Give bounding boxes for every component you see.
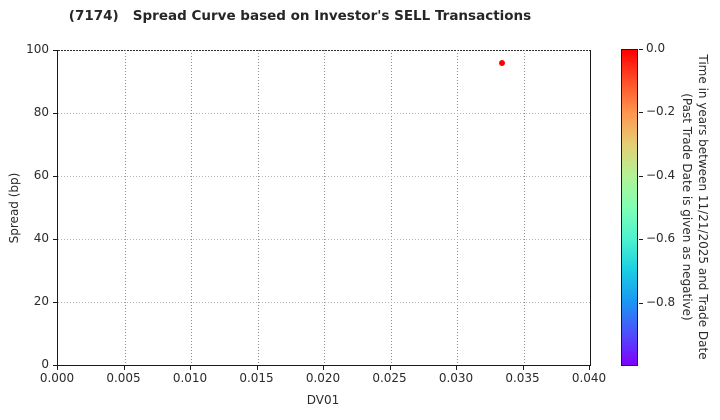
y-gridline (58, 302, 590, 303)
x-gridline (457, 50, 458, 365)
x-tick-mark (256, 366, 258, 370)
y-tick-label: 20 (33, 294, 49, 308)
colorbar-tick-mark (639, 239, 643, 241)
y-gridline (58, 176, 590, 177)
x-tick-label: 0.020 (305, 371, 341, 385)
x-tick-label: 0.040 (571, 371, 607, 385)
x-tick-label: 0.035 (505, 371, 540, 385)
x-tick-mark (123, 366, 125, 370)
colorbar-label-line2: (Past Trade Date is given as negative) (680, 93, 694, 321)
colorbar-gradient (621, 49, 638, 366)
colorbar-tick-label: −0.6 (646, 231, 676, 246)
x-gridline (124, 50, 126, 365)
x-tick-label: 0.015 (239, 371, 274, 385)
x-gridline (191, 50, 192, 365)
y-tick-label: 100 (26, 42, 49, 56)
colorbar-tick-label: −0.8 (646, 294, 676, 309)
colorbar-tick-mark (639, 302, 643, 304)
colorbar-label-line1: Time in years between 11/21/2025 and Tra… (696, 54, 710, 360)
y-tick-mark (53, 365, 57, 366)
x-tick-mark (323, 366, 324, 370)
x-tick-label: 0.005 (106, 371, 141, 385)
x-tick-mark (190, 366, 191, 370)
colorbar-tick-label: −0.4 (646, 167, 676, 182)
scatter-point (499, 59, 506, 66)
y-tick-mark (53, 50, 57, 51)
x-tick-label: 0.000 (39, 371, 75, 385)
colorbar-tick-mark (639, 175, 643, 177)
y-tick-label: 80 (33, 105, 49, 119)
colorbar-tick-label: 0.0 (646, 41, 666, 55)
x-tick-mark (57, 366, 58, 370)
colorbar-tick-mark (639, 49, 643, 50)
y-gridline (58, 113, 590, 114)
y-tick-mark (53, 176, 57, 177)
x-gridline (523, 50, 525, 365)
x-gridline (390, 50, 392, 365)
y-tick-label: 40 (33, 231, 49, 245)
y-gridline (58, 239, 590, 240)
x-gridline (324, 50, 325, 365)
colorbar-label: Time in years between 11/21/2025 and Tra… (679, 37, 711, 377)
y-tick-mark (53, 113, 57, 114)
x-gridline (257, 50, 259, 365)
plot-area (57, 50, 591, 366)
x-tick-label: 0.010 (172, 371, 208, 385)
x-tick-label: 0.030 (438, 371, 474, 385)
x-tick-label: 0.025 (372, 371, 407, 385)
x-tick-mark (389, 366, 391, 370)
y-tick-mark (53, 302, 57, 303)
colorbar-tick-mark (639, 112, 643, 114)
x-tick-mark (456, 366, 457, 370)
x-tick-mark (589, 366, 590, 370)
chart-title: (7174) Spread Curve based on Investor's … (68, 8, 532, 24)
x-tick-mark (522, 366, 524, 370)
y-tick-label: 60 (33, 168, 49, 182)
colorbar-tick-label: −0.2 (646, 104, 676, 119)
y-axis-label: Spread (bp) (7, 172, 21, 244)
x-axis-label: DV01 (306, 393, 340, 407)
y-tick-label: 0 (41, 357, 49, 371)
y-tick-mark (53, 239, 57, 240)
